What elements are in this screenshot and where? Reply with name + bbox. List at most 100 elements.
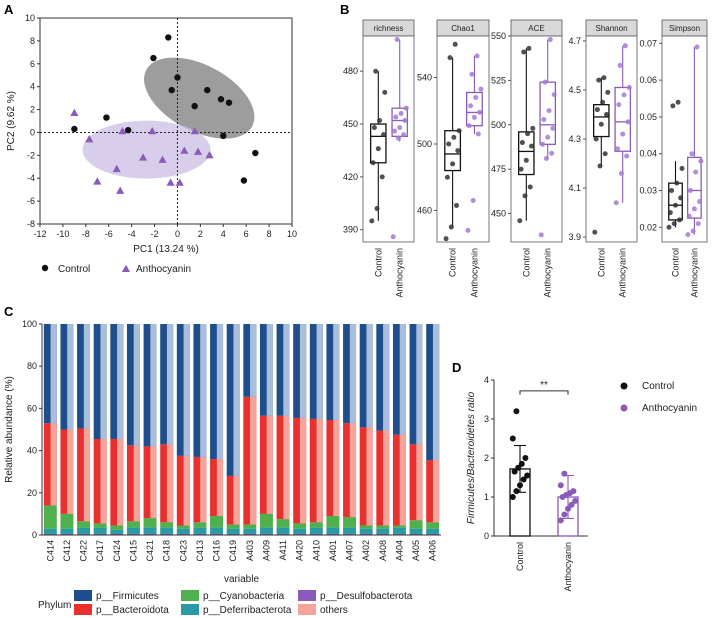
boxplot-category-label: Control <box>671 248 681 277</box>
firmicutes-light-half <box>216 324 224 460</box>
bar-ytick-label: 40 <box>27 446 37 456</box>
boxplot-category-label: Anthocyanin <box>618 248 628 298</box>
boxplot-point <box>693 169 699 175</box>
bar-category-label: A401 <box>328 540 338 561</box>
bar-category-label: A420 <box>295 540 305 561</box>
boxplot-point <box>598 121 604 127</box>
fb-ytick-label: 4 <box>484 375 489 385</box>
fb-point <box>515 464 522 471</box>
boxplot-frame-4 <box>661 35 708 243</box>
boxplot-point <box>469 71 475 77</box>
boxplot-point <box>451 134 457 140</box>
boxplot-point <box>688 188 693 193</box>
stacked-bar-segment <box>160 522 174 528</box>
boxplot-point <box>624 153 630 159</box>
stacked-bar-segment <box>226 533 240 535</box>
bar-category-label: C416 <box>212 540 222 562</box>
pca-xtick-label: -8 <box>82 229 90 239</box>
pca-point-control <box>252 149 259 157</box>
panel-label-d: D <box>452 360 461 375</box>
boxplot-point <box>465 227 471 233</box>
legend-label: p__Desulfobacterota <box>320 591 413 602</box>
stacked-bar-segment <box>77 521 91 528</box>
bar-ytick-label: 20 <box>27 488 37 498</box>
pca-ytick-label: -2 <box>27 150 35 160</box>
fb-point <box>509 494 516 500</box>
boxplot-point <box>466 123 472 129</box>
stacked-bar-segment <box>293 523 307 529</box>
stacked-bar-segment <box>409 533 423 535</box>
legend-label: p__Firmicutes <box>96 591 159 602</box>
boxplot-point <box>698 158 704 164</box>
control-ellipse <box>144 57 255 139</box>
stacked-bar-segment <box>392 533 406 535</box>
fb-point <box>565 505 571 512</box>
bar-category-label: C422 <box>79 540 89 562</box>
boxplot-ytick-label: 4.5 <box>568 85 581 95</box>
pca-point-anthocyanin <box>148 127 157 135</box>
boxplot-title: richness <box>374 24 404 33</box>
firmicutes-light-half <box>50 324 57 424</box>
boxplot-ytick-label: 420 <box>343 172 358 182</box>
boxplot-frame-1 <box>436 35 490 243</box>
boxplot-ytick-label: 460 <box>417 205 432 215</box>
boxplot-point <box>529 143 534 149</box>
box <box>593 104 610 138</box>
stacked-bar-segment <box>243 524 257 529</box>
boxplot-point <box>597 163 603 169</box>
pca-ytick-label: -6 <box>27 196 35 206</box>
bacteroidota-light-half <box>416 444 423 521</box>
firmicutes-light-half <box>166 324 174 445</box>
boxplot-point <box>444 174 450 180</box>
fb-category-label: Control <box>515 542 525 571</box>
stacked-bar-segment <box>243 533 257 535</box>
firmicutes-light-half <box>117 324 124 439</box>
bar-category-label: A407 <box>345 540 355 561</box>
boxplot-point <box>374 206 380 212</box>
legend-label: p__Cyanobacteria <box>203 591 285 602</box>
stacked-bar-segment <box>60 533 74 535</box>
stacked-bar-segment <box>43 533 57 535</box>
boxplot-point <box>602 151 608 157</box>
fb-point <box>520 476 527 483</box>
boxplot-point <box>470 197 476 203</box>
boxplot-ytick-label: 0.06 <box>639 75 657 85</box>
boxplot-point <box>468 103 474 109</box>
boxplot-point <box>593 136 599 142</box>
legend-anthocyanin-marker <box>121 264 131 273</box>
boxplot-point <box>686 213 692 219</box>
boxplot-point <box>443 236 449 242</box>
pca-ytick-label: -8 <box>27 219 35 229</box>
stacked-bar-segment <box>326 533 340 535</box>
pca-scatter-panel: -12 -10 -8 -6 -4 -2 0 2 4 6 8 10 -8 -6 -4 -2 0 2 4 6 8 10 PC1 … <box>6 13 297 275</box>
boxplot-category-label: Control <box>373 248 383 277</box>
pca-ytick-label: 10 <box>25 13 35 23</box>
stacked-bar-segment <box>110 525 124 530</box>
boxplot-point <box>605 89 611 95</box>
pca-point-anthocyanin <box>139 153 148 161</box>
boxplot-point <box>448 224 454 230</box>
boxplot-point <box>392 128 398 134</box>
fb-point <box>570 488 577 495</box>
fb-point <box>513 488 520 495</box>
boxplot-point <box>397 125 403 131</box>
stacked-bar-segment <box>77 527 91 534</box>
stacked-bar-segment <box>359 525 373 529</box>
stacked-bar-segment <box>343 517 357 528</box>
stacked-bar-segment <box>126 521 140 528</box>
pca-point-anthocyanin <box>116 186 125 194</box>
fb-point <box>561 470 568 477</box>
boxplot-point <box>447 55 453 61</box>
stacked-bar-segment <box>343 533 357 535</box>
boxplot-frame-0 <box>362 35 415 243</box>
legend-anthocyanin-label: Anthocyanin <box>136 264 191 275</box>
boxplot-point <box>613 200 619 206</box>
boxplot-point <box>596 77 602 83</box>
bar-y-axis-label: Relative abundance (%) <box>4 376 15 483</box>
boxplot-point <box>371 125 377 131</box>
boxplot-ytick-label: 0.02 <box>639 222 657 232</box>
boxplot-point <box>393 114 399 120</box>
stacked-bar-segment <box>409 528 423 534</box>
firmicutes-light-half <box>383 324 390 431</box>
legend-swatch <box>298 604 316 615</box>
